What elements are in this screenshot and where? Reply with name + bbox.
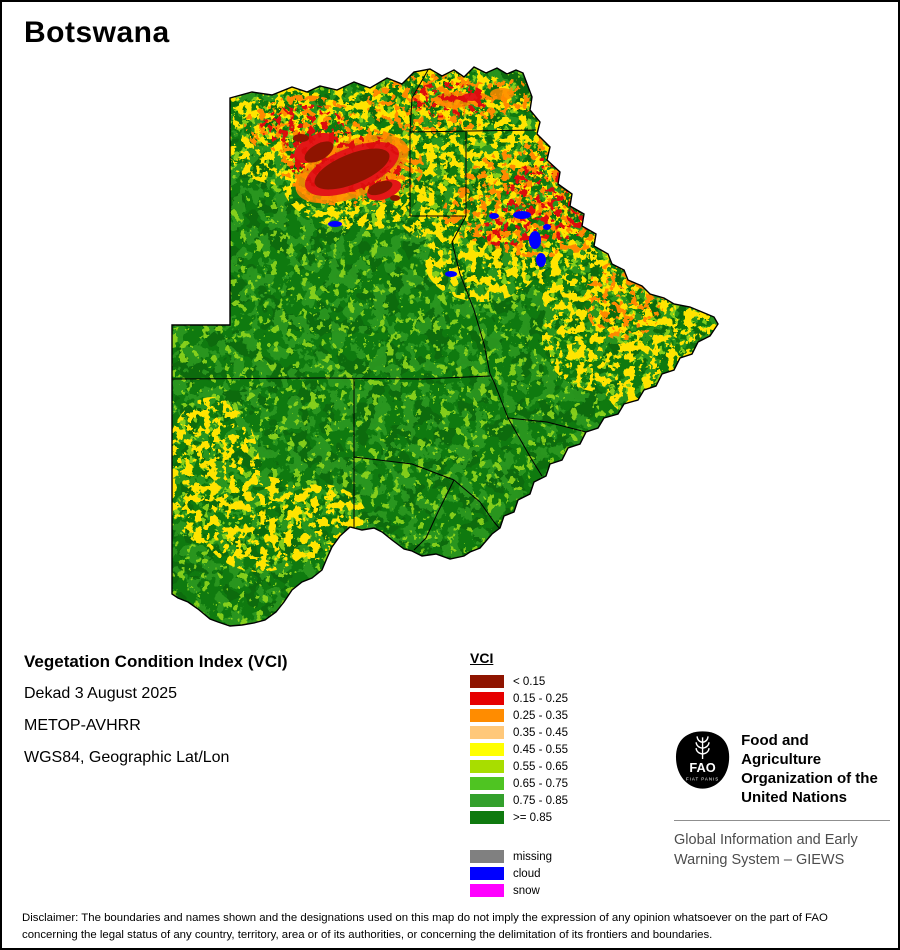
legend-swatch <box>470 884 504 897</box>
legend-swatch <box>470 709 504 722</box>
legend-label: >= 0.85 <box>513 811 553 824</box>
legend-label: 0.75 - 0.85 <box>513 794 568 807</box>
legend-row: 0.55 - 0.65 <box>470 758 568 775</box>
legend: VCI < 0.15 0.15 - 0.25 0.25 - 0.35 0.35 … <box>470 650 568 899</box>
legend-title: VCI <box>470 650 494 666</box>
legend-swatch <box>470 726 504 739</box>
org-name: Food and Agriculture Organization of the… <box>741 730 890 808</box>
legend-swatch <box>470 743 504 756</box>
legend-row: cloud <box>470 865 568 882</box>
legend-label: 0.45 - 0.55 <box>513 743 568 756</box>
legend-swatch <box>470 811 504 824</box>
legend-swatch <box>470 850 504 863</box>
legend-swatch <box>470 675 504 688</box>
legend-row: 0.65 - 0.75 <box>470 775 568 792</box>
legend-swatch <box>470 794 504 807</box>
org-name-line: United Nations <box>741 788 847 806</box>
legend-row: 0.15 - 0.25 <box>470 690 568 707</box>
legend-row: 0.45 - 0.55 <box>470 741 568 758</box>
legend-row: >= 0.85 <box>470 809 568 826</box>
sensor-line: METOP-AVHRR <box>24 717 141 734</box>
legend-label: < 0.15 <box>513 675 546 688</box>
legend-row: < 0.15 <box>470 673 568 690</box>
org-name-line: Food and Agriculture <box>741 732 822 768</box>
fao-logo-text: FAO <box>689 760 715 775</box>
country-raster <box>172 67 718 626</box>
legend-label: 0.15 - 0.25 <box>513 692 568 705</box>
disclaimer-text: Disclaimer: The boundaries and names sho… <box>22 912 828 942</box>
giews-line: Global Information and Early <box>674 831 858 848</box>
legend-swatch <box>470 692 504 705</box>
page-title: Botswana <box>24 16 170 49</box>
brand-divider <box>674 819 890 821</box>
giews-line: Warning System – GIEWS <box>674 851 845 868</box>
legend-swatch <box>470 867 504 880</box>
legend-label: cloud <box>513 867 541 880</box>
legend-row: 0.25 - 0.35 <box>470 707 568 724</box>
vci-severe-deficit-core <box>293 134 400 201</box>
legend-label: snow <box>513 884 540 897</box>
wheat-ear-icon <box>695 736 710 760</box>
branding-block: FAO FIAT PANIS Food and Agriculture Orga… <box>674 730 890 870</box>
fao-logo-icon: FAO FIAT PANIS <box>675 731 730 789</box>
legend-row: snow <box>470 882 568 899</box>
district-boundaries <box>172 69 587 551</box>
legend-label: 0.65 - 0.75 <box>513 777 568 790</box>
vci-heading: Vegetation Condition Index (VCI) <box>24 652 288 671</box>
legend-spacer <box>470 826 568 848</box>
legend-row: missing <box>470 848 568 865</box>
legend-label: 0.25 - 0.35 <box>513 709 568 722</box>
legend-label: 0.55 - 0.65 <box>513 760 568 773</box>
org-name-line: Organization of the <box>741 769 878 787</box>
fao-logo-motto: FIAT PANIS <box>686 777 719 782</box>
legend-swatch <box>470 760 504 773</box>
legend-label: 0.35 - 0.45 <box>513 726 568 739</box>
country-border <box>171 66 719 627</box>
map-info-block: Vegetation Condition Index (VCI) Dekad 3… <box>24 652 424 781</box>
legend-label: missing <box>513 850 552 863</box>
giews-caption: Global Information and Early Warning Sys… <box>674 830 890 871</box>
legend-row: 0.75 - 0.85 <box>470 792 568 809</box>
cloud-spots <box>328 211 551 277</box>
legend-row: 0.35 - 0.45 <box>470 724 568 741</box>
projection-line: WGS84, Geographic Lat/Lon <box>24 749 230 766</box>
legend-swatch <box>470 777 504 790</box>
dekad-line: Dekad 3 August 2025 <box>24 685 178 702</box>
